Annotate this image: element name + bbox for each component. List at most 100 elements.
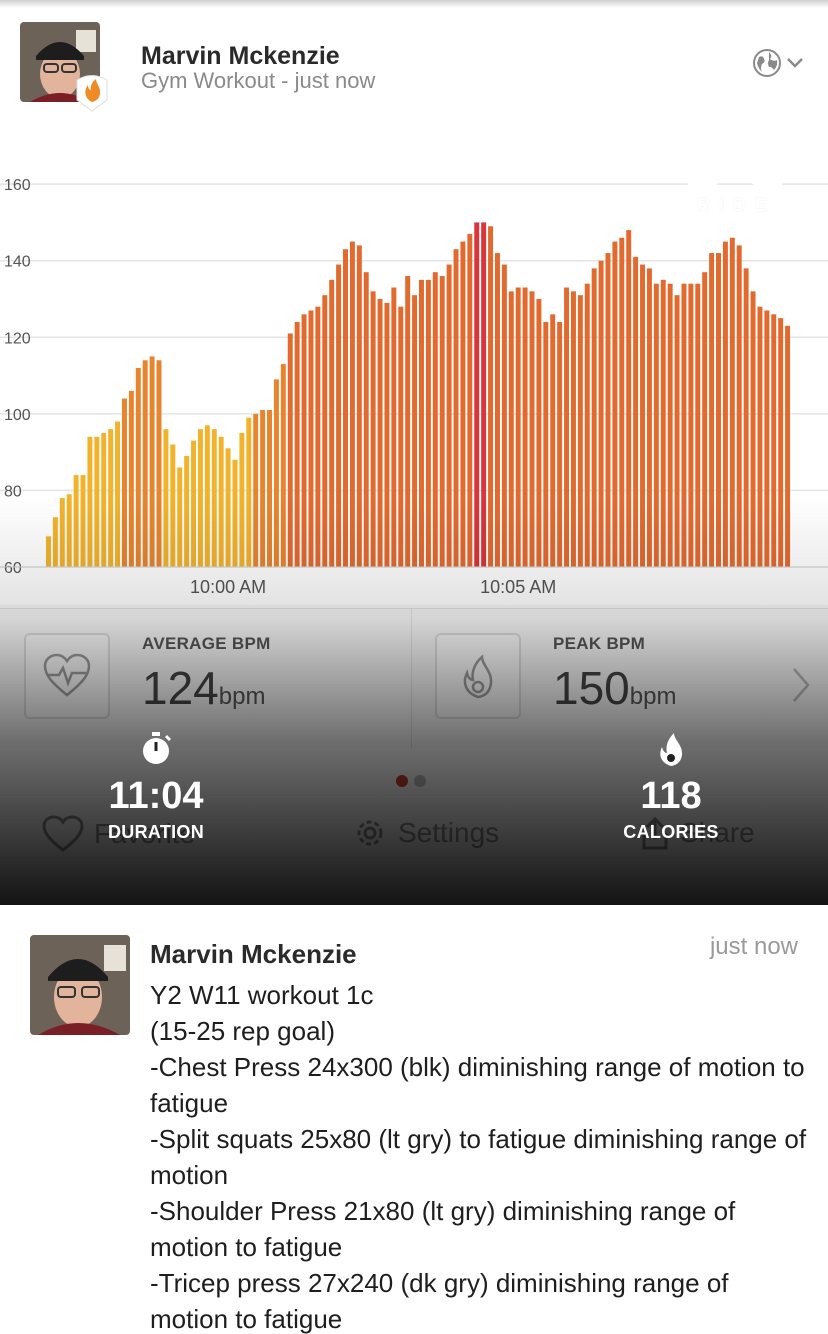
chart-bar	[736, 245, 742, 567]
chart-bar	[52, 517, 58, 567]
chart-bar	[764, 310, 770, 567]
chart-bar	[156, 360, 162, 567]
average-bpm-cell[interactable]: AVERAGE BPM 124bpm	[0, 609, 412, 749]
chart-bar	[598, 260, 604, 567]
chart-bar	[128, 390, 134, 567]
chart-bar	[584, 283, 590, 567]
settings-button[interactable]: Settings	[352, 815, 499, 851]
chart-bar	[481, 222, 487, 567]
page-dot[interactable]	[414, 775, 426, 787]
chart-bar	[750, 291, 756, 567]
chart-bar	[336, 264, 342, 567]
chart-bar	[550, 314, 556, 567]
chart-bar	[121, 398, 127, 567]
duration-value: 11:04	[108, 775, 204, 817]
chart-bar	[163, 429, 169, 567]
chart-bar	[322, 295, 328, 567]
chart-bar	[432, 272, 438, 567]
page-dot-active[interactable]	[396, 775, 408, 787]
chart-bar	[287, 333, 293, 567]
chart-bar	[446, 264, 452, 567]
chart-bar	[191, 440, 197, 567]
chart-bar	[619, 237, 625, 567]
chart-bar	[508, 291, 514, 567]
chart-bar	[412, 295, 418, 567]
chart-bar	[66, 494, 72, 567]
chart-bar	[398, 306, 404, 567]
chart-bar	[391, 287, 397, 567]
y-tick-label: 80	[4, 483, 22, 500]
chevron-right-icon[interactable]	[790, 665, 812, 705]
chart-bar	[356, 245, 362, 567]
chart-bar	[515, 287, 521, 567]
chart-bar	[667, 283, 673, 567]
chart-bar	[73, 475, 79, 567]
chart-bar	[80, 475, 86, 567]
chart-bar	[239, 433, 245, 567]
post-header: Marvin Mckenzie Gym Workout - just now	[0, 0, 828, 125]
chart-bar	[743, 268, 749, 567]
chart-bar	[557, 321, 563, 567]
chart-bar	[460, 241, 466, 567]
chart-bar	[135, 367, 141, 567]
chart-bar	[591, 268, 597, 567]
chart-bar	[197, 429, 203, 567]
chart-bar	[453, 249, 459, 567]
chart-bar	[343, 249, 348, 567]
chart-bar	[273, 379, 279, 567]
chart-bar	[184, 455, 190, 567]
chart-bar	[474, 222, 480, 567]
page-indicator	[396, 775, 426, 787]
privacy-selector[interactable]	[752, 46, 812, 80]
gear-icon	[357, 820, 383, 846]
post-subtitle: Gym Workout - just now	[141, 68, 376, 93]
peak-bpm-label: PEAK BPM	[553, 634, 646, 653]
x-tick-label: 10:05 AM	[480, 577, 556, 597]
chart-bar	[640, 264, 646, 567]
chart-bar	[280, 364, 286, 567]
calories-summary: 118 CALORIES	[591, 731, 751, 843]
globe-icon	[753, 49, 781, 77]
average-bpm-value: 124bpm	[142, 662, 266, 714]
chart-bar	[301, 314, 307, 567]
average-bpm-label: AVERAGE BPM	[142, 634, 271, 653]
chart-bar	[716, 253, 721, 567]
chart-bar	[709, 253, 715, 567]
y-tick-label: 140	[4, 254, 31, 271]
y-tick-label: 60	[4, 560, 22, 577]
chart-bar	[384, 302, 390, 567]
comment-user-name[interactable]: Marvin Mckenzie	[150, 939, 357, 969]
chart-bar	[688, 283, 694, 567]
flame-badge-icon	[74, 72, 110, 112]
under-armour-logo-icon	[680, 125, 790, 225]
chart-bar	[87, 436, 93, 567]
workout-card[interactable]: 160 140 120 100 80 60 10:00 AM 10:05 AM RIDE AV…	[0, 125, 828, 905]
duration-label: DURATION	[107, 822, 205, 842]
chart-bar	[246, 417, 252, 567]
y-tick-label: 120	[4, 330, 31, 347]
heart-rate-chart: 160 140 120 100 80 60 10:00 AM 10:05 AM RIDE	[0, 125, 828, 605]
chart-bar	[425, 279, 431, 567]
comment-avatar[interactable]	[30, 935, 130, 1035]
chart-bar	[253, 413, 259, 567]
comment-text: Y2 W11 workout 1c (15-25 rep goal) -Ches…	[150, 980, 807, 1334]
chart-bar	[115, 421, 121, 567]
chart-bar	[377, 299, 383, 567]
settings-label: Settings	[398, 817, 500, 848]
peak-bpm-cell[interactable]: PEAK BPM 150bpm	[413, 609, 828, 749]
chart-bar	[204, 425, 210, 567]
duration-summary: 11:04 DURATION	[76, 731, 236, 843]
chart-bar	[577, 295, 583, 567]
chart-bar	[633, 256, 639, 567]
chart-bar	[570, 291, 576, 567]
chart-bar	[294, 321, 300, 567]
stopwatch-icon	[143, 732, 172, 764]
chart-bar	[108, 429, 114, 567]
chart-bar	[370, 291, 376, 567]
stats-row: AVERAGE BPM 124bpm PEAK BPM 150bpm	[0, 608, 828, 749]
chart-bar	[232, 459, 238, 567]
chart-bar	[142, 360, 148, 567]
post-user-name[interactable]: Marvin Mckenzie	[141, 42, 340, 70]
heart-rate-icon	[24, 633, 110, 719]
chart-bar	[149, 356, 155, 567]
